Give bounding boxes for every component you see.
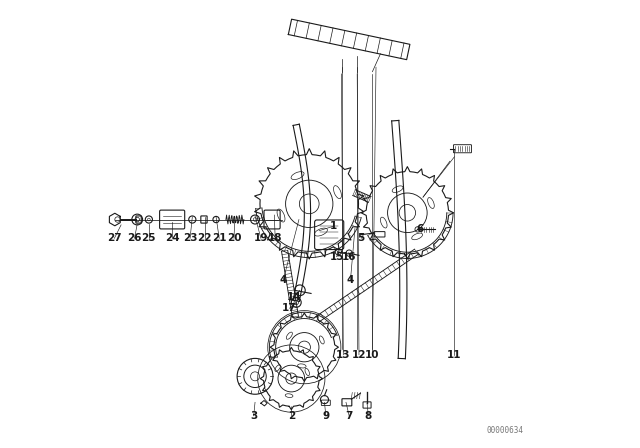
Text: 11: 11: [447, 350, 461, 360]
Text: 18: 18: [268, 233, 282, 243]
Text: 5: 5: [358, 233, 365, 243]
Text: 12: 12: [352, 350, 366, 360]
Text: 26: 26: [127, 233, 142, 243]
Text: 8: 8: [365, 411, 372, 421]
Text: 14: 14: [287, 292, 301, 302]
Text: 27: 27: [107, 233, 122, 243]
Text: 16: 16: [342, 252, 356, 262]
Text: 7: 7: [346, 411, 353, 421]
Text: 15: 15: [330, 252, 344, 262]
Text: 19: 19: [253, 233, 268, 243]
Text: 17: 17: [282, 303, 297, 313]
Text: 2: 2: [288, 411, 296, 421]
Text: 21: 21: [212, 233, 227, 243]
Text: 00000634: 00000634: [487, 426, 524, 435]
Text: 22: 22: [198, 233, 212, 243]
Text: 3: 3: [250, 411, 257, 421]
Text: 10: 10: [365, 350, 380, 360]
Text: 9: 9: [323, 411, 330, 421]
Text: 25: 25: [141, 233, 156, 243]
Text: 6: 6: [417, 224, 424, 234]
Text: 4: 4: [280, 275, 287, 285]
Text: 1: 1: [330, 221, 337, 231]
Text: 24: 24: [165, 233, 179, 243]
Text: 13: 13: [336, 350, 351, 360]
Text: 4: 4: [347, 275, 354, 285]
Text: 23: 23: [183, 233, 197, 243]
Text: 20: 20: [227, 233, 241, 243]
